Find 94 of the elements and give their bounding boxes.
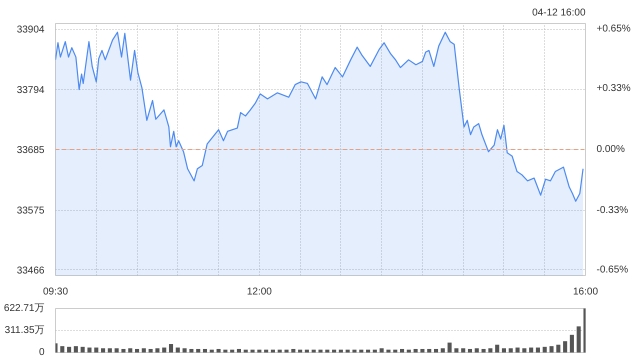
- bar: [223, 350, 228, 352]
- bar: [128, 348, 132, 352]
- bar: [461, 348, 466, 352]
- bar: [236, 348, 241, 352]
- bar: [278, 350, 282, 352]
- bar: [162, 348, 166, 352]
- bar: [393, 350, 398, 352]
- bar: [284, 350, 289, 352]
- bar: [549, 346, 554, 352]
- bar: [502, 348, 506, 352]
- x-tick-label: 16:00: [572, 286, 598, 298]
- bar: [304, 350, 309, 352]
- bar: [168, 344, 174, 352]
- bar: [522, 348, 526, 352]
- bar: [346, 350, 350, 352]
- bar: [230, 350, 234, 352]
- bar: [155, 348, 160, 352]
- y-tick-label: 33904: [16, 24, 45, 36]
- bar: [495, 344, 500, 352]
- bar: [189, 348, 194, 352]
- bar: [536, 348, 540, 352]
- y-tick-label: 33794: [16, 85, 45, 96]
- bar: [352, 350, 357, 352]
- bar: [101, 348, 106, 352]
- bar: [176, 348, 180, 352]
- bar: [563, 341, 568, 352]
- bar: [359, 350, 364, 352]
- bar: [94, 348, 98, 352]
- bar: [74, 346, 78, 352]
- bar: [372, 350, 377, 352]
- bar: [542, 346, 547, 352]
- bar: [516, 348, 520, 352]
- bar: [508, 348, 513, 352]
- bar: [142, 348, 146, 352]
- y-tick-label: 0: [38, 347, 45, 358]
- bar: [338, 350, 343, 352]
- bar: [87, 348, 92, 352]
- bar: [60, 346, 64, 352]
- bar: [448, 342, 452, 352]
- bar: [135, 348, 140, 352]
- bar: [67, 346, 72, 352]
- text: 04-12 16:00: [532, 8, 586, 18]
- bar: [482, 348, 486, 352]
- bar: [257, 350, 262, 352]
- bar: [182, 348, 187, 352]
- bar: [420, 348, 424, 352]
- bar: [488, 348, 492, 352]
- bar: [210, 350, 214, 352]
- bar: [468, 348, 472, 352]
- bar: [474, 348, 479, 352]
- y-tick-label: 33466: [16, 266, 45, 276]
- bar: [406, 350, 411, 352]
- bar: [386, 350, 390, 352]
- y2-tick-label: 0.00%: [596, 144, 625, 155]
- bar: [454, 348, 458, 352]
- bar: [270, 350, 275, 352]
- y-tick-label: 311.35万: [4, 325, 44, 336]
- bar: [434, 348, 438, 352]
- bar: [298, 350, 302, 352]
- bar: [312, 350, 316, 352]
- bar: [414, 348, 418, 352]
- y2-tick-label: -0.65%: [596, 264, 628, 276]
- y2-tick-label: +0.33%: [596, 82, 631, 94]
- bar: [576, 326, 581, 352]
- y-tick-label: 622.71万: [4, 303, 45, 314]
- bar: [400, 348, 404, 352]
- bar: [80, 346, 85, 352]
- y-tick-label: 33685: [16, 145, 45, 156]
- y2-tick-label: -0.33%: [596, 205, 628, 216]
- bar: [427, 348, 432, 352]
- y2-tick-label: +0.65%: [596, 24, 631, 35]
- bar: [332, 350, 336, 352]
- bar: [291, 348, 296, 352]
- bar: [556, 344, 560, 352]
- bar: [202, 348, 208, 352]
- bar: [216, 348, 221, 352]
- bar: [114, 348, 119, 352]
- x-tick-label: 09:30: [42, 286, 68, 298]
- bar: [318, 350, 323, 352]
- y-tick-label: 33575: [16, 206, 45, 217]
- bar: [244, 350, 248, 352]
- x-tick-label: 12:00: [246, 286, 272, 298]
- bar: [325, 350, 330, 352]
- bar: [108, 348, 112, 352]
- bar: [264, 350, 268, 352]
- bar: [380, 348, 384, 352]
- bar: [440, 348, 445, 352]
- bar: [121, 348, 126, 352]
- bar: [196, 348, 200, 352]
- bar: [570, 334, 574, 352]
- bar: [529, 348, 534, 352]
- bar: [366, 350, 370, 352]
- bar: [148, 348, 153, 352]
- bar: [250, 350, 255, 352]
